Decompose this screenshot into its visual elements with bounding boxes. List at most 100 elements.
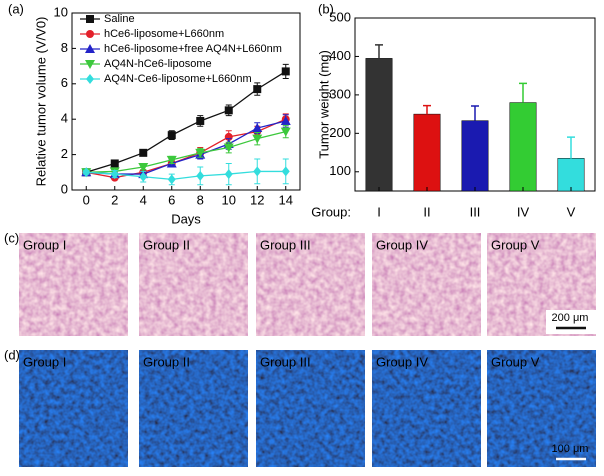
marker (223, 143, 234, 153)
marker (139, 171, 148, 182)
image-label: Group IV (376, 354, 428, 369)
marker (86, 74, 94, 84)
marker (139, 148, 148, 157)
y-tick-label: 4 (61, 111, 68, 126)
scale-bar-label: 200 μm (552, 312, 589, 324)
marker (110, 159, 119, 168)
micrograph (372, 350, 481, 467)
marker (196, 116, 205, 125)
image-label: Group III (260, 237, 311, 252)
y-axis-label: Tumor weight (mg) (316, 50, 331, 159)
micrograph (487, 350, 596, 467)
marker (224, 169, 233, 180)
error-bar (519, 82, 527, 103)
x-tick-label: 12 (250, 192, 264, 207)
micrograph (19, 233, 128, 336)
marker (196, 170, 205, 181)
marker (167, 174, 176, 185)
bar (461, 120, 489, 192)
marker (195, 148, 206, 158)
scale-box (546, 310, 596, 334)
y-tick-label: 2 (61, 146, 68, 161)
legend-label: AQ4N-hCe6-liposome (104, 58, 212, 70)
y-tick-label: 10 (54, 4, 68, 19)
micrograph (19, 350, 128, 467)
x-tick-label: 10 (222, 192, 236, 207)
micrograph (372, 233, 481, 336)
panel-label: (b) (318, 1, 334, 16)
x-axis-label: Days (171, 211, 201, 226)
series-line (86, 170, 286, 181)
series-line (86, 118, 287, 179)
micrograph (139, 350, 248, 467)
y-tick-label: 8 (61, 40, 68, 55)
x-tick-label: 4 (140, 192, 147, 207)
y-tick-label: 500 (329, 9, 351, 24)
bar (413, 113, 441, 192)
x-tick-label: 2 (111, 192, 118, 207)
image-label: Group I (23, 237, 66, 252)
image-label: Group I (23, 354, 66, 369)
legend-label: hCe6-liposome+L660nm (104, 28, 224, 40)
x-tick-label: I (377, 204, 381, 219)
marker (86, 15, 94, 23)
plot-frame (71, 12, 301, 191)
x-tick-label: 14 (279, 192, 293, 207)
image-label: Group III (260, 354, 311, 369)
image-label: Group V (491, 354, 540, 369)
error-bar (471, 105, 479, 121)
marker (252, 123, 263, 133)
marker (280, 127, 291, 137)
marker (86, 30, 94, 38)
x-tick-label: 0 (83, 192, 90, 207)
x-tick-label: 6 (168, 192, 175, 207)
micrograph (256, 233, 365, 336)
marker (252, 134, 263, 144)
marker (281, 166, 290, 177)
marker (167, 131, 176, 140)
marker (166, 155, 177, 165)
bar (557, 158, 585, 192)
x-tick-label: IV (517, 204, 530, 219)
x-axis-label: Group: (311, 204, 351, 219)
micrograph (256, 350, 365, 467)
series-line (86, 70, 287, 173)
image-label: Group II (143, 354, 190, 369)
y-tick-label: 100 (329, 163, 351, 178)
x-tick-label: V (567, 204, 576, 219)
legend-label: hCe6-liposome+free AQ4N+L660nm (104, 43, 282, 55)
marker (224, 106, 233, 115)
x-tick-label: 8 (197, 192, 204, 207)
marker (110, 169, 119, 180)
marker (138, 162, 149, 172)
x-tick-label: III (470, 204, 481, 219)
marker (82, 167, 91, 178)
y-tick-label: 400 (329, 48, 351, 63)
image-label: Group V (491, 237, 540, 252)
image-label: Group II (143, 237, 190, 252)
y-tick-label: 200 (329, 125, 351, 140)
panel-label: (d) (4, 347, 20, 362)
marker (280, 115, 291, 125)
marker (253, 85, 262, 94)
marker (85, 60, 95, 69)
y-tick-label: 0 (61, 181, 68, 196)
y-tick-label: 6 (61, 75, 68, 90)
bar (509, 102, 537, 192)
y-tick-label: 300 (329, 86, 351, 101)
legend-label: Saline (104, 13, 135, 25)
y-axis-label: Relative tumor volume (V/V0) (33, 17, 48, 187)
error-bar (567, 136, 575, 159)
bar (365, 58, 393, 192)
series-line (86, 130, 286, 173)
error-bar (423, 104, 431, 115)
error-bar (375, 44, 383, 59)
micrograph (139, 233, 248, 336)
marker (281, 67, 290, 76)
panel-label: (a) (8, 1, 24, 16)
x-tick-label: II (423, 204, 430, 219)
panel-label: (c) (4, 230, 19, 245)
legend-label: AQ4N-Ce6-liposome+L660nm (104, 73, 252, 85)
marker (253, 166, 262, 177)
